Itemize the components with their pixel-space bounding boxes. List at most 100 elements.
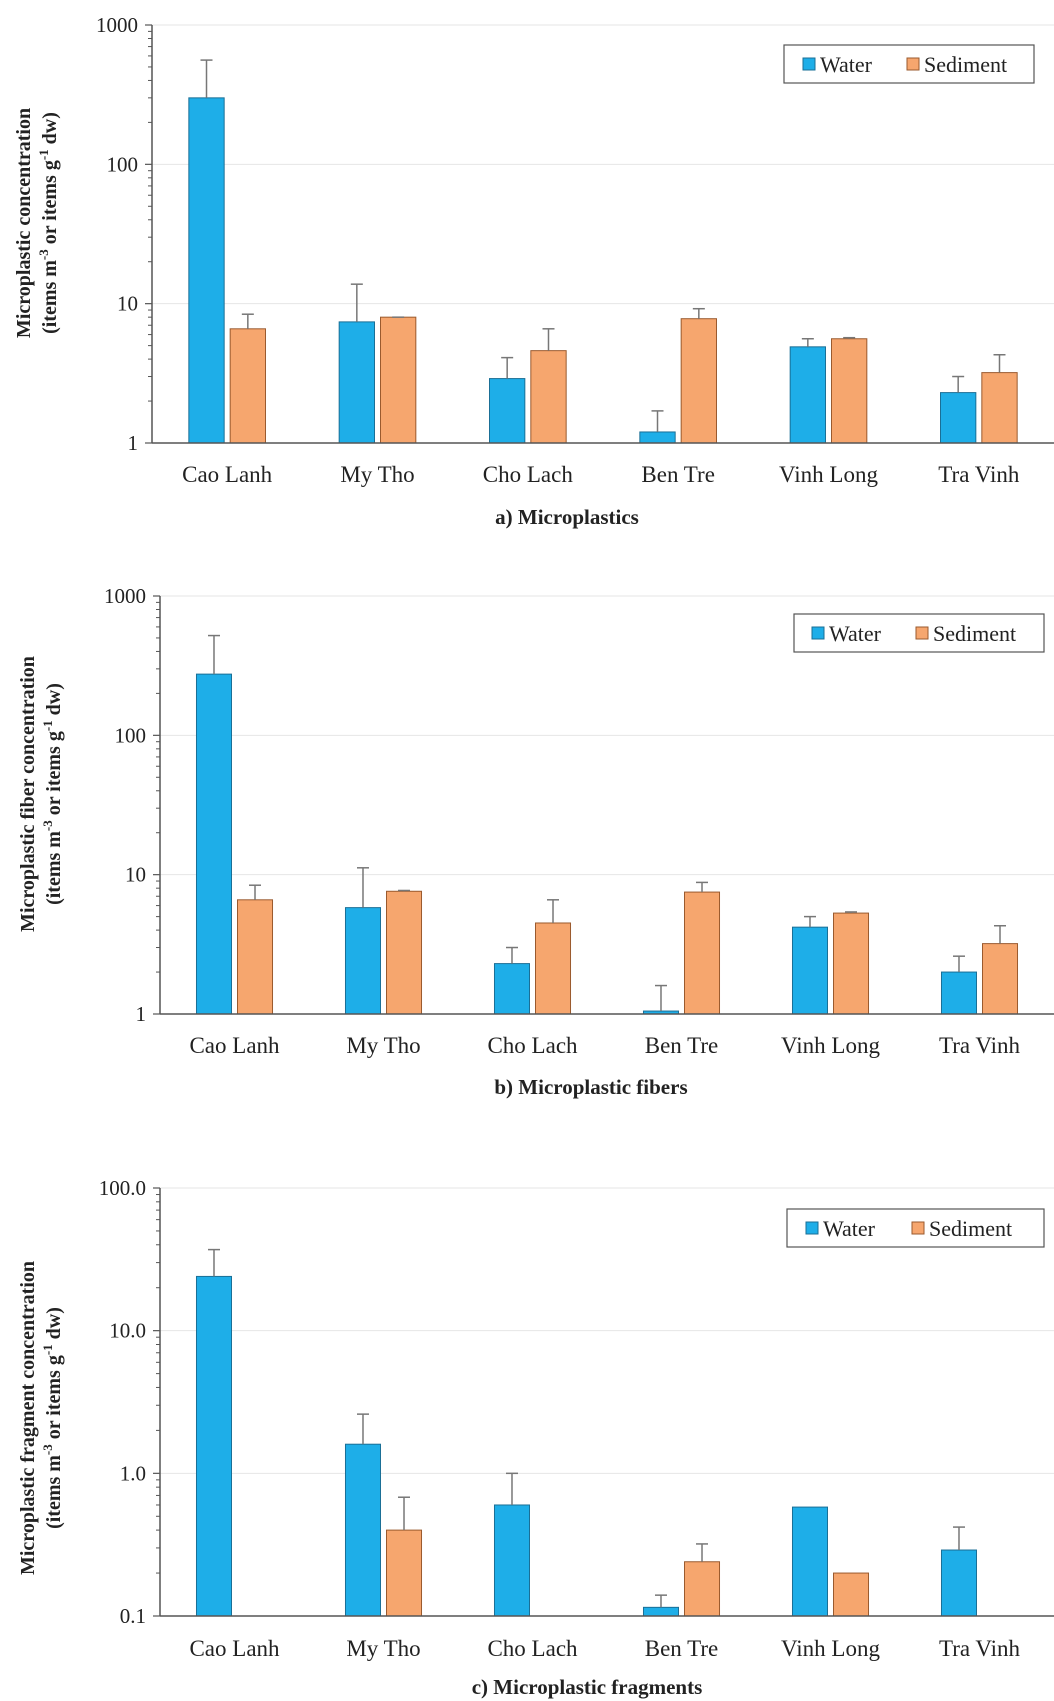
gridlines [160, 1187, 1054, 1474]
bars [195, 1248, 977, 1617]
legend-label-sediment: Sediment [933, 621, 1016, 646]
y-tick-label: 100 [115, 723, 147, 747]
y-tick-label: 1 [128, 431, 139, 455]
chart-caption: c) Microplastic fragments [472, 1675, 703, 1699]
y-tick-label: 10 [117, 292, 138, 316]
x-tick-label: Cho Lach [487, 1033, 578, 1058]
x-tick-label: Cao Lanh [182, 462, 273, 487]
legend-swatch-water [802, 57, 816, 71]
legend-swatch-sediment [906, 57, 920, 71]
x-tick-label: Tra Vinh [939, 1636, 1021, 1661]
y-tick-label: 10.0 [109, 1319, 146, 1343]
microplastic-fragments-chart: 0.1 1.0 10.0 100.0 Cao Lanh My Tho Cho Lach Be… [17, 1176, 1054, 1699]
chart-caption: b) Microplastic fibers [494, 1075, 687, 1099]
bar-sediment-my-tho [380, 316, 417, 444]
microplastics-chart: 1 10 100 1000 Cao Lanh My Tho Cho Lach Ben Tre… [13, 13, 1054, 529]
y-axis-label: Microplastic fiber concentration [17, 656, 39, 932]
x-tick-label: Ben Tre [645, 1636, 719, 1661]
y-axis-label-units: (items m-3 or items g-1 dw) [40, 1307, 65, 1529]
y-axis-label-units: (items m-3 or items g-1 dw) [40, 683, 65, 905]
bar-sediment-vinh-long [831, 338, 868, 444]
bar-sediment-ben-tre [680, 318, 717, 444]
bar-water-tra-vinh [940, 392, 977, 444]
bar-water-vinh-long [789, 346, 827, 444]
bar-water-vinh-long [791, 1506, 828, 1617]
bar-water-cao-lanh [195, 1275, 232, 1617]
y-ticks: 1 10 100 1000 [104, 584, 160, 1026]
bar-water-cho-lach [493, 1504, 530, 1617]
y-tick-label: 1 [136, 1002, 147, 1026]
bar-water-cho-lach [493, 963, 530, 1015]
x-tick-label: Tra Vinh [939, 1033, 1021, 1058]
y-tick-label: 10 [125, 863, 146, 887]
x-tick-label: My Tho [346, 1033, 420, 1058]
bar-water-my-tho [344, 1443, 381, 1617]
x-tick-labels: Cao Lanh My Tho Cho Lach Ben Tre Vinh Long Tr… [182, 462, 1020, 487]
legend-label-sediment: Sediment [924, 52, 1007, 77]
bar-water-tra-vinh [940, 1549, 977, 1617]
x-tick-label: Cao Lanh [189, 1033, 280, 1058]
legend: Water Sediment [786, 1208, 1045, 1248]
x-tick-label: Cho Lach [483, 462, 574, 487]
x-tick-label: My Tho [346, 1636, 420, 1661]
y-tick-label: 0.1 [120, 1604, 146, 1628]
bar-sediment-tra-vinh [982, 943, 1019, 1015]
legend-swatch-sediment [915, 626, 929, 640]
bar-water-my-tho [338, 321, 375, 444]
bar-water-ben-tre [642, 1606, 679, 1617]
legend-label-sediment: Sediment [929, 1216, 1012, 1241]
microplastic-fibers-chart: 1 10 100 1000 Cao Lanh My Tho Cho Lach Ben Tre… [17, 584, 1054, 1099]
x-tick-label: Vinh Long [781, 1636, 880, 1661]
x-tick-label: Vinh Long [781, 1033, 880, 1058]
y-ticks: 1 10 100 1000 [96, 13, 152, 455]
bar-sediment-tra-vinh [981, 372, 1018, 444]
legend-label-water: Water [829, 621, 882, 646]
bar-water-vinh-long [791, 926, 828, 1015]
y-axis-label-units: (items m-3 or items g-1 dw) [36, 112, 61, 334]
bar-sediment-cao-lanh [229, 328, 266, 444]
y-tick-label: 100.0 [99, 1176, 146, 1200]
x-tick-label: Ben Tre [645, 1033, 719, 1058]
x-tick-label: Ben Tre [641, 462, 715, 487]
x-tick-labels: Cao Lanh My Tho Cho Lach Ben Tre Vinh Long Tr… [189, 1636, 1020, 1661]
gridlines [160, 595, 1054, 876]
bar-water-ben-tre [639, 431, 676, 444]
bar-sediment-my-tho [386, 890, 423, 1015]
x-tick-label: Tra Vinh [938, 462, 1020, 487]
gridlines [152, 24, 1054, 305]
bar-sediment-cho-lach [535, 922, 572, 1015]
y-tick-label: 1000 [96, 13, 138, 37]
legend-label-water: Water [823, 1216, 876, 1241]
bar-sediment-cho-lach [530, 350, 567, 444]
legend-swatch-water [805, 1221, 819, 1235]
bar-water-cao-lanh [188, 97, 225, 444]
y-ticks: 0.1 1.0 10.0 100.0 [99, 1176, 160, 1628]
bar-water-my-tho [344, 907, 381, 1015]
bars [188, 59, 1018, 444]
bar-sediment-my-tho [386, 1529, 423, 1617]
y-axis-label: Microplastic fragment concentration [17, 1261, 39, 1575]
legend: Water Sediment [793, 613, 1045, 653]
bar-water-cho-lach [489, 378, 526, 444]
y-tick-label: 100 [107, 152, 139, 176]
legend-swatch-water [811, 626, 825, 640]
y-tick-label: 1.0 [120, 1461, 146, 1485]
bar-sediment-vinh-long [833, 1572, 870, 1617]
x-tick-label: Cho Lach [487, 1636, 578, 1661]
bar-sediment-ben-tre [684, 891, 721, 1015]
bars [195, 634, 1019, 1015]
legend-swatch-sediment [911, 1221, 925, 1235]
x-tick-label: Cao Lanh [189, 1636, 280, 1661]
x-tick-label: Vinh Long [779, 462, 878, 487]
y-tick-label: 1000 [104, 584, 146, 608]
x-tick-labels: Cao Lanh My Tho Cho Lach Ben Tre Vinh Long Tr… [189, 1033, 1020, 1058]
chart-caption: a) Microplastics [495, 505, 639, 529]
bar-water-cao-lanh [195, 673, 232, 1015]
legend: Water Sediment [783, 44, 1035, 84]
bar-sediment-ben-tre [684, 1561, 721, 1617]
bar-sediment-vinh-long [833, 912, 870, 1015]
y-axis-label: Microplastic concentration [13, 108, 35, 338]
bar-water-tra-vinh [940, 971, 977, 1015]
legend-label-water: Water [820, 52, 873, 77]
bar-sediment-cao-lanh [237, 899, 274, 1015]
